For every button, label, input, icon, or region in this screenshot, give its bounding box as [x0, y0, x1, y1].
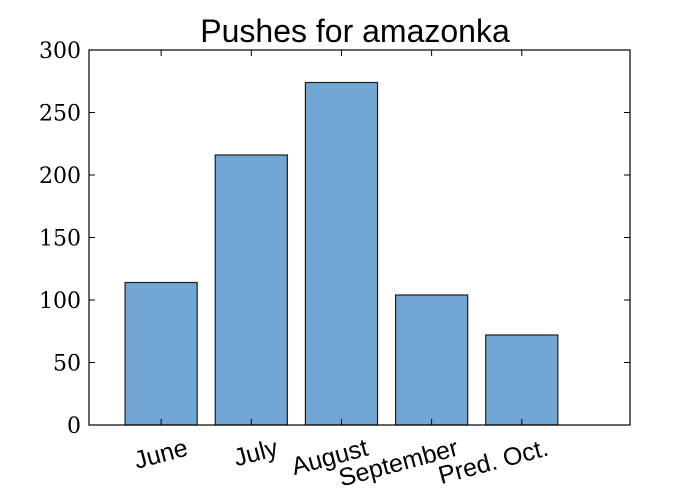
bars-layer — [124, 81, 559, 426]
bar-july — [214, 154, 288, 426]
x-tick-label: July — [231, 434, 282, 473]
bar-pred-oct — [485, 334, 559, 426]
axes-frame — [88, 49, 631, 426]
y-tick-label: 300 — [39, 39, 81, 64]
y-tick-label: 100 — [39, 289, 81, 314]
y-tick-label: 50 — [53, 352, 81, 377]
chart-title: Pushes for amazonka — [200, 13, 510, 49]
y-tick-label: 250 — [39, 102, 81, 127]
x-tick-label: June — [131, 434, 191, 475]
y-tick-labels: 0 50 100 150 200 250 300 — [39, 39, 81, 439]
bar-september — [394, 294, 469, 426]
y-tick-label: 0 — [67, 414, 81, 439]
y-tick-label: 200 — [39, 164, 81, 189]
bar-june — [124, 281, 198, 426]
y-tick-label: 150 — [39, 227, 81, 252]
bar-august — [304, 81, 379, 426]
